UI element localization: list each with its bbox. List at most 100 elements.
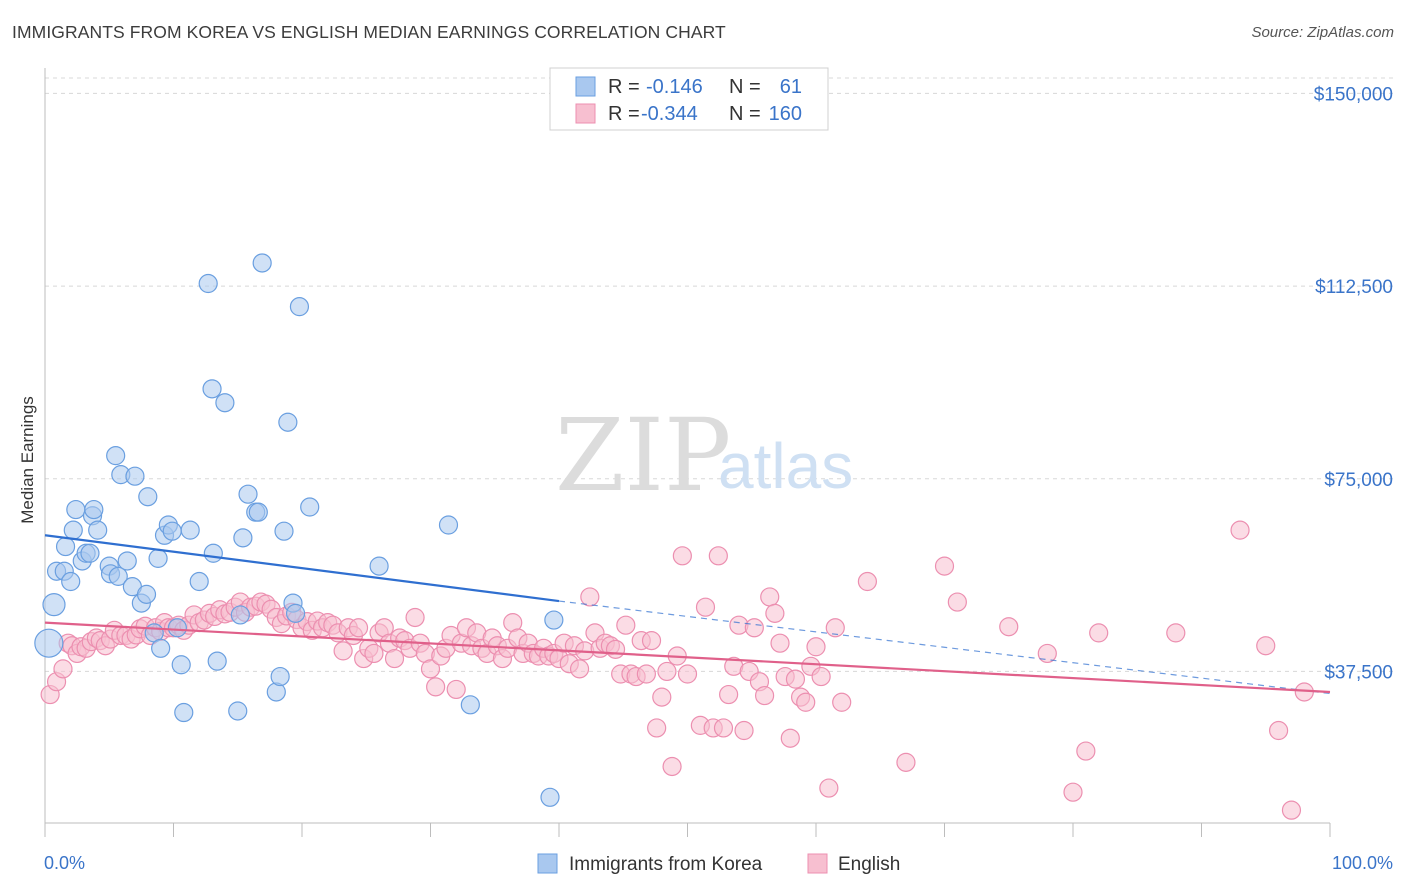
english-point <box>806 637 826 657</box>
english-point <box>819 778 839 798</box>
english-point <box>785 669 806 689</box>
korea-point <box>274 521 294 541</box>
english-point <box>734 720 754 741</box>
korea-point <box>540 787 560 807</box>
english-point <box>934 556 955 576</box>
watermark-zip: ZIP <box>555 397 731 514</box>
english-point <box>708 546 728 566</box>
legend-n-label-korea: N = <box>729 76 761 98</box>
english-point <box>695 597 716 617</box>
correlation-legend: R = -0.146 N = 61 R = -0.344 N = 160 <box>549 67 829 131</box>
korea-point <box>148 548 168 568</box>
grid-lines <box>45 77 1395 672</box>
y-tick-label: $150,000 <box>1314 84 1393 105</box>
english-point <box>405 607 425 628</box>
korea-point <box>108 566 128 586</box>
english-point <box>580 587 600 607</box>
korea-point <box>289 297 310 317</box>
english-point <box>765 603 785 623</box>
english-point <box>770 633 790 653</box>
english-point <box>1256 636 1276 656</box>
series-legend-swatch-korea <box>537 853 558 874</box>
korea-point <box>42 593 66 617</box>
legend-box <box>549 67 829 131</box>
x-tick-label-min: 0.0% <box>44 853 85 873</box>
watermark: ZIP atlas <box>555 397 853 514</box>
english-point <box>333 641 353 661</box>
english-point <box>811 666 831 687</box>
korea-point <box>230 605 250 625</box>
legend-n-label-english: N = <box>729 103 761 125</box>
english-point <box>1166 623 1186 643</box>
legend-r-label-english: R = <box>608 103 640 125</box>
english-point <box>719 684 739 705</box>
korea-point <box>34 628 64 658</box>
korea-point <box>136 584 157 604</box>
english-point <box>677 664 698 684</box>
x-tick-label-max: 100.0% <box>1332 853 1393 873</box>
english-point <box>744 618 764 638</box>
english-point <box>713 718 734 738</box>
english-point <box>641 631 662 651</box>
english-point <box>364 643 384 664</box>
korea-point <box>84 499 104 520</box>
english-point <box>1230 520 1250 540</box>
korea-trend-line-extension <box>558 600 1331 695</box>
english-point <box>1089 623 1109 643</box>
series-legend: Immigrants from Korea English <box>537 853 900 875</box>
legend-n-value-english: 160 <box>769 103 802 125</box>
legend-r-value-english: -0.344 <box>641 103 698 125</box>
english-point <box>825 618 845 638</box>
watermark-atlas: atlas <box>718 430 853 502</box>
y-tick-label: $37,500 <box>1324 662 1393 683</box>
korea-point <box>285 603 306 623</box>
english-point <box>1076 741 1096 761</box>
series-legend-swatch-english <box>807 853 828 874</box>
english-point <box>569 659 590 679</box>
y-tick-label: $112,500 <box>1315 277 1393 298</box>
english-point <box>1063 782 1083 802</box>
english-point <box>999 617 1019 637</box>
korea-point <box>61 571 81 592</box>
korea-point <box>248 502 268 522</box>
english-point <box>426 677 446 697</box>
korea-point <box>174 702 194 723</box>
korea-point <box>203 543 223 563</box>
korea-point <box>117 551 137 571</box>
korea-point <box>125 466 145 486</box>
series-legend-label-korea: Immigrants from Korea <box>569 854 763 875</box>
english-point <box>760 587 780 607</box>
korea-point <box>215 393 235 413</box>
y-tick-label: $75,000 <box>1324 470 1393 491</box>
english-point <box>647 718 667 738</box>
korea-point <box>151 638 171 658</box>
english-point <box>605 639 626 659</box>
trend-lines <box>44 534 1331 695</box>
english-point <box>53 659 73 679</box>
english-point <box>1037 643 1057 664</box>
legend-swatch-korea <box>575 76 596 97</box>
axes <box>44 68 1331 837</box>
english-point <box>636 664 656 684</box>
korea-point <box>300 497 320 517</box>
korea-point <box>252 253 272 273</box>
korea-point <box>63 520 83 540</box>
korea-point <box>80 543 100 563</box>
korea-point <box>202 379 222 399</box>
korea-point <box>180 520 200 540</box>
english-point <box>754 685 775 706</box>
korea-point <box>198 273 218 294</box>
korea-point <box>106 446 126 466</box>
english-point <box>832 692 852 712</box>
korea-point <box>233 528 253 548</box>
english-point <box>1281 800 1302 820</box>
korea-point <box>369 556 389 576</box>
english-point <box>657 661 677 682</box>
korea-trend-line <box>44 534 560 603</box>
data-points <box>34 253 1314 820</box>
english-point <box>348 618 369 638</box>
chart-title: IMMIGRANTS FROM KOREA VS ENGLISH MEDIAN … <box>12 22 726 42</box>
korea-point <box>88 520 108 540</box>
english-trend-line <box>44 621 1331 694</box>
